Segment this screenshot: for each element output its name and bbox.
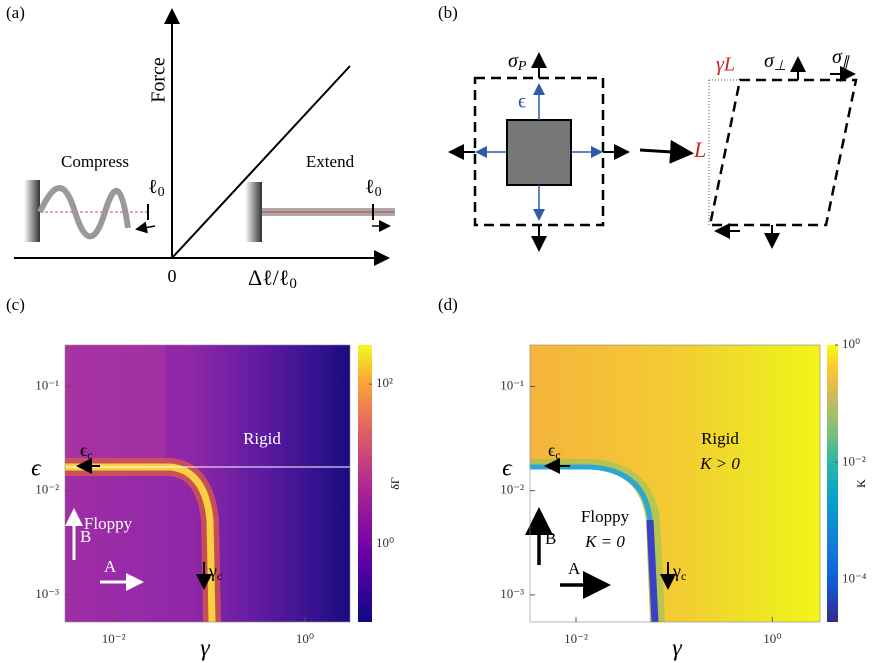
gamma-c: γc (208, 561, 222, 583)
strain-arrows (475, 83, 603, 221)
colorbar-tick-label: 10⁰ (842, 336, 860, 351)
x-tick-label: 10⁰ (763, 631, 781, 646)
boundary (530, 464, 653, 521)
sigma-sub: P (517, 59, 527, 74)
x-tick-label: 10⁻² (102, 631, 126, 646)
arrow-a: A (104, 557, 117, 576)
x-label-main: Δℓ/ℓ (248, 265, 289, 290)
y-axis-label: ϵ (31, 456, 42, 482)
boundary (646, 519, 659, 623)
y-tick-label: 10⁻³ (500, 586, 524, 601)
y-tick-label: 10⁻² (500, 482, 524, 497)
l0: ℓ (148, 176, 158, 198)
panel-d: (d) Rigid K > 0 Floppy K = 0 ϵc γc A B (438, 295, 838, 623)
length-label: L (693, 137, 706, 162)
panel-label: (c) (6, 295, 25, 314)
colorbar-label: δΓ (388, 477, 402, 490)
arrow (135, 221, 156, 234)
x-tick-label: 10⁻² (564, 631, 588, 646)
sheared-box (708, 78, 858, 227)
colorbar (358, 345, 372, 622)
floppy-label: Floppy (84, 514, 133, 533)
colorbar-tick-label: 10⁻² (842, 453, 866, 468)
plot-frame (64, 344, 351, 623)
wall (245, 182, 262, 242)
sigma-perp: σ⊥ (764, 50, 786, 75)
floppy-label: Floppy (581, 507, 630, 526)
x-axis-label: γ (672, 636, 682, 662)
gamma: γ (208, 561, 217, 581)
y-tick-label: 10⁻² (35, 482, 59, 497)
x-tick-label: 10⁰ (296, 631, 314, 646)
origin-label: 0 (168, 266, 177, 286)
colorbar-label: K (854, 479, 868, 488)
colorbar (827, 345, 838, 622)
epsilon-c: ϵc (80, 440, 93, 462)
y-tick-label: 10⁻¹ (500, 377, 524, 392)
force-line (171, 65, 351, 259)
rigid-label: Rigid (701, 429, 739, 448)
x-label-sub: 0 (289, 276, 297, 292)
panel-label: (a) (6, 3, 25, 22)
epsilon: ϵ (518, 91, 526, 113)
compress-label: Compress (61, 152, 129, 171)
sigma-par: σ∥ (832, 46, 850, 71)
panel-label: (d) (438, 295, 458, 314)
l0-sub: 0 (158, 185, 165, 200)
colorbar-tick-label: 10² (376, 375, 393, 390)
sigma: σ (764, 50, 775, 72)
sub: c (555, 448, 560, 462)
x-axis-label: γ (200, 636, 210, 662)
sigma-sub: ∥ (842, 55, 850, 70)
epsilon: ϵ (548, 440, 555, 460)
big-arrow (639, 139, 694, 164)
l0: ℓ (365, 176, 375, 198)
gamma-l: γL (716, 54, 735, 76)
y-tick-label: 10⁻³ (35, 586, 59, 601)
wall (24, 180, 40, 242)
colorbar-tick-label: 10⁰ (376, 535, 394, 550)
heatmap-region (65, 345, 165, 460)
sigma-sub: ⊥ (774, 59, 786, 74)
sub: c (87, 448, 92, 462)
arrow-b: B (545, 529, 556, 548)
panel-c: (c) Rigid Floppy ϵc γc A B (6, 295, 372, 623)
y-axis-label: ϵ (502, 456, 513, 482)
rigid-condition: K > 0 (699, 454, 740, 473)
plot-frame (529, 344, 821, 623)
arrow-a: A (568, 559, 581, 578)
x-label: Δℓ/ℓ0 (248, 265, 297, 292)
panel-a: (a) Force 0 Δℓ/ℓ0 Compress Extend ℓ0 ℓ0 (6, 3, 395, 292)
rigid-label: Rigid (243, 429, 281, 448)
sigma: σ (832, 46, 843, 68)
l0-label: ℓ0 (148, 176, 165, 201)
epsilon: ϵ (80, 440, 87, 460)
l0-sub: 0 (375, 185, 382, 200)
inclusion (506, 119, 572, 186)
panel-b: (b) σP ϵ L γL σ⊥ σ∥ (438, 3, 858, 252)
floppy-condition: K = 0 (584, 532, 625, 551)
epsilon-c: ϵc (548, 440, 561, 462)
y-label: Force (148, 57, 170, 103)
sigma-p: σP (508, 50, 527, 75)
compressed-spring (37, 185, 131, 240)
gamma-c: γc (672, 561, 686, 583)
sigma: σ (508, 50, 519, 72)
stress-arrows (448, 52, 630, 252)
y-tick-label: 10⁻¹ (35, 377, 59, 392)
sub: c (681, 569, 686, 583)
reference-lines (708, 79, 740, 225)
gamma: γ (672, 561, 681, 581)
extend-label: Extend (306, 152, 355, 171)
colorbar-tick-label: 10⁻⁴ (842, 571, 867, 586)
sub: c (217, 569, 222, 583)
arrow-b: B (80, 527, 91, 546)
panel-label: (b) (438, 3, 458, 22)
l0-label: ℓ0 (365, 176, 382, 201)
